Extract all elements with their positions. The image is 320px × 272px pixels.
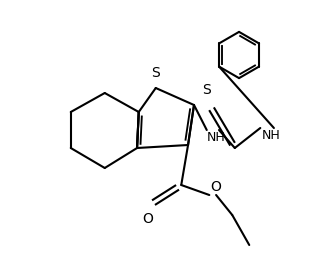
Text: NH: NH	[207, 131, 226, 144]
Text: O: O	[211, 180, 221, 194]
Text: O: O	[142, 212, 153, 226]
Text: NH: NH	[262, 129, 280, 142]
Text: S: S	[151, 66, 160, 81]
Text: S: S	[202, 84, 211, 97]
